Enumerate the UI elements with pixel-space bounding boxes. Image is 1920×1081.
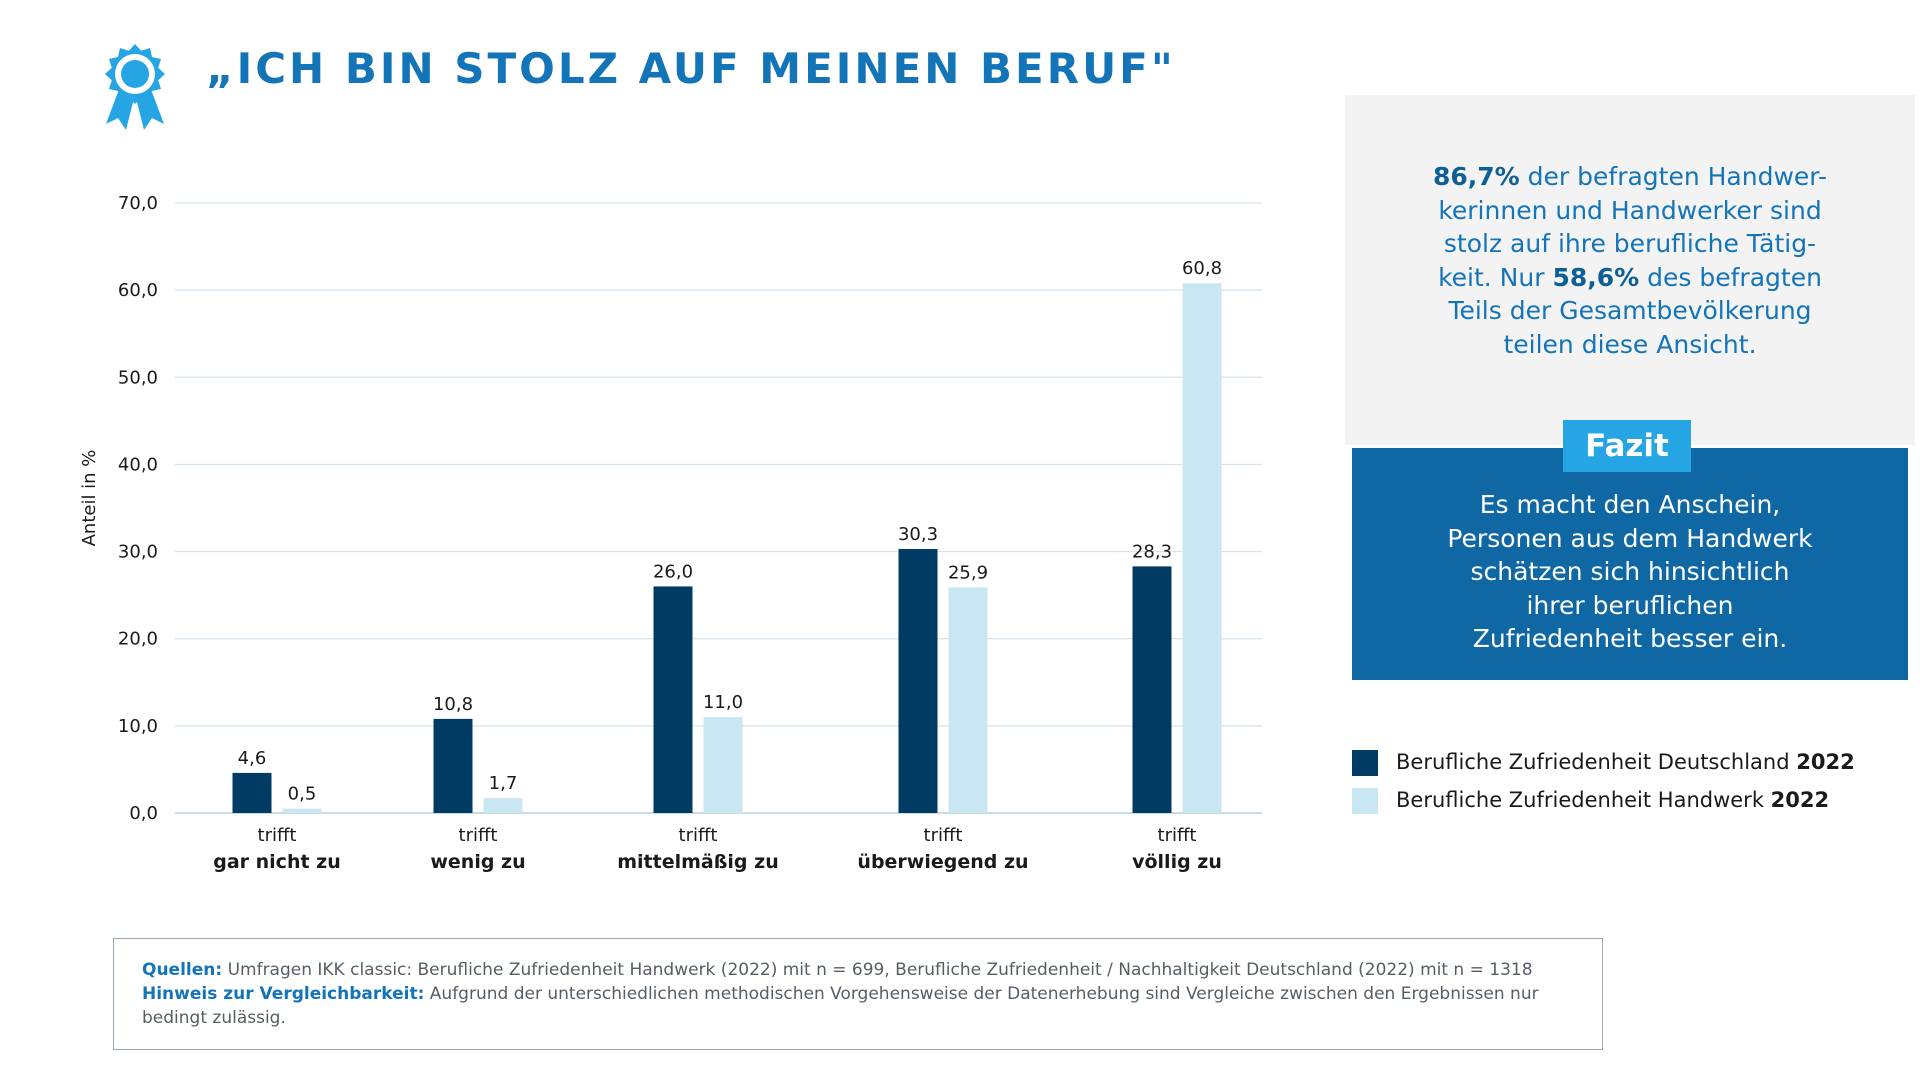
- bar-value-label: 26,0: [653, 561, 693, 582]
- fazit-box: [1352, 448, 1908, 680]
- bar-deutschland: [653, 586, 693, 813]
- x-category-label-bottom: völlig zu: [1132, 851, 1222, 873]
- comparability-note: Hinweis zur Vergleichbarkeit: Aufgrund d…: [142, 984, 1539, 1004]
- x-category-label-bottom: mittelmäßig zu: [617, 851, 778, 873]
- data-labels: 4,6 10,8 26,0 30,3 28,3 0,5 1,7 11,0 25,9 60,8: [238, 258, 1222, 804]
- bar-deutschland: [433, 718, 473, 813]
- sources-line: Quellen: Umfragen IKK classic: Beruflich…: [142, 960, 1533, 980]
- y-tick-label: 20,0: [118, 629, 158, 650]
- bar-handwerk: [703, 717, 743, 813]
- chart-bars: [232, 283, 1222, 814]
- x-axis-categories: trifft gar nicht zu trifft wenig zu trifft mi…: [213, 825, 1222, 873]
- x-category-label-top: trifft: [679, 825, 718, 846]
- bar-handwerk: [483, 798, 523, 813]
- bar-value-label: 60,8: [1182, 258, 1222, 279]
- fazit-text: Es macht den Anschein, Personen aus dem …: [1380, 488, 1880, 656]
- legend-swatch-deutschland: [1352, 750, 1378, 776]
- y-tick-label: 10,0: [118, 716, 158, 737]
- bar-value-label: 30,3: [898, 524, 938, 545]
- fazit-line: ihrer beruflichen: [1526, 590, 1734, 620]
- bar-value-label: 11,0: [703, 692, 743, 713]
- bar-value-label: 0,5: [288, 784, 317, 805]
- y-tick-label: 60,0: [118, 280, 158, 301]
- fazit-line: Zufriedenheit besser ein.: [1472, 624, 1788, 653]
- comparability-note-cont: bedingt zulässig.: [142, 1008, 286, 1028]
- bar-value-label: 1,7: [489, 773, 518, 794]
- bar-value-label: 25,9: [948, 562, 988, 583]
- bar-value-label: 10,8: [433, 694, 473, 715]
- y-tick-label: 70,0: [118, 193, 158, 214]
- fazit-line: schätzen sich hinsichtlich: [1470, 557, 1790, 586]
- fazit-tag: Fazit: [1563, 420, 1691, 472]
- x-category-label-bottom: überwiegend zu: [857, 851, 1028, 873]
- bar-handwerk: [282, 808, 322, 813]
- info-text: 86,7% der befragten Handwer- kerinnen un…: [1432, 162, 1827, 359]
- bar-deutschland: [898, 548, 938, 813]
- bar-value-label: 28,3: [1132, 541, 1172, 562]
- y-tick-label: 30,0: [118, 542, 158, 563]
- info-box: [1345, 95, 1915, 445]
- y-axis-ticks: 0,0 10,0 20,0 30,0 40,0 50,0 60,0 70,0: [118, 193, 158, 824]
- y-tick-label: 40,0: [118, 454, 158, 475]
- x-category-label-top: trifft: [1158, 825, 1197, 846]
- bar-handwerk: [1182, 283, 1222, 814]
- bar-value-label: 4,6: [238, 748, 267, 769]
- bar-chart: 0,0 10,0 20,0 30,0 40,0 50,0 60,0 70,0 4,6 10,8 2…: [79, 193, 1262, 873]
- bar-deutschland: [232, 772, 272, 813]
- bar-deutschland: [1132, 566, 1172, 813]
- x-category-label-bottom: wenig zu: [430, 851, 525, 873]
- legend-swatch-handwerk: [1352, 788, 1378, 814]
- page-title: „ICH BIN STOLZ AUF MEINEN BERUF": [206, 44, 1176, 93]
- legend-label: Berufliche Zufriedenheit Deutschland 202…: [1396, 750, 1855, 774]
- fazit-line: Es macht den Anschein,: [1479, 490, 1781, 519]
- y-tick-label: 0,0: [129, 803, 158, 824]
- x-category-label-top: trifft: [258, 825, 297, 846]
- sources-box: Quellen: Umfragen IKK classic: Beruflich…: [113, 938, 1603, 1050]
- y-tick-label: 50,0: [118, 367, 158, 388]
- x-category-label-top: trifft: [924, 825, 963, 846]
- x-category-label-top: trifft: [459, 825, 498, 846]
- bar-handwerk: [948, 587, 988, 813]
- x-category-label-bottom: gar nicht zu: [213, 851, 341, 873]
- legend-label: Berufliche Zufriedenheit Handwerk 2022: [1396, 788, 1830, 812]
- award-rosette-icon: [105, 44, 165, 130]
- y-axis-label: Anteil in %: [79, 450, 100, 547]
- fazit-line: Personen aus dem Handwerk: [1447, 523, 1813, 553]
